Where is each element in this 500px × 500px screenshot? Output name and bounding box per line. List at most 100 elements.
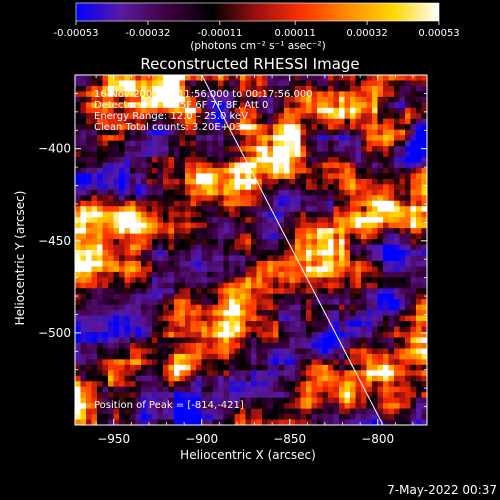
heatmap-cell	[405, 392, 411, 399]
heatmap-cell	[141, 228, 147, 235]
heatmap-cell	[179, 118, 186, 125]
heatmap-cell	[421, 342, 427, 349]
heatmap-cell	[80, 337, 87, 344]
heatmap-cell	[185, 332, 191, 338]
heatmap-cell	[328, 228, 334, 235]
heatmap-cell	[86, 353, 92, 360]
heatmap-cell	[383, 299, 389, 306]
heatmap-cell	[163, 386, 169, 393]
heatmap-cell	[113, 250, 120, 256]
heatmap-cell	[256, 381, 263, 388]
heatmap-cell	[267, 239, 274, 246]
heatmap-cell	[240, 381, 246, 388]
heatmap-cell	[163, 250, 169, 256]
heatmap-cell	[75, 414, 81, 421]
heatmap-cell	[377, 326, 384, 333]
heatmap-cell	[163, 359, 169, 366]
heatmap-cell	[207, 140, 213, 147]
heatmap-cell	[130, 162, 136, 169]
heatmap-cell	[388, 403, 395, 410]
heatmap-cell	[91, 75, 98, 81]
heatmap-cell	[273, 282, 279, 289]
heatmap-cell	[355, 255, 362, 262]
heatmap-cell	[113, 96, 120, 103]
heatmap-cell	[234, 206, 241, 213]
heatmap-cell	[306, 167, 312, 174]
heatmap-cell	[207, 408, 213, 415]
heatmap-cell	[278, 96, 285, 103]
heatmap-cell	[421, 162, 427, 169]
heatmap-cell	[355, 299, 362, 306]
heatmap-cell	[372, 359, 378, 366]
heatmap-cell	[262, 386, 268, 393]
heatmap-cell	[234, 266, 241, 273]
heatmap-cell	[383, 277, 389, 284]
heatmap-cell	[361, 326, 367, 333]
heatmap-cell	[377, 200, 384, 207]
heatmap-cell	[344, 321, 351, 328]
heatmap-cell	[97, 233, 103, 240]
heatmap-cell	[328, 222, 334, 229]
heatmap-cell	[240, 80, 246, 87]
heatmap-cell	[251, 189, 257, 196]
heatmap-cell	[168, 348, 175, 355]
footer-timestamp: 7-May-2022 00:37	[387, 483, 497, 497]
heatmap-cell	[361, 200, 367, 207]
heatmap-cell	[97, 200, 103, 207]
heatmap-cell	[251, 85, 257, 92]
heatmap-cell	[75, 195, 81, 202]
heatmap-cell	[108, 129, 114, 136]
heatmap-cell	[405, 414, 411, 421]
heatmap-cell	[157, 239, 164, 246]
heatmap-cell	[80, 271, 87, 278]
heatmap-cell	[75, 135, 81, 142]
heatmap-cell	[179, 102, 186, 109]
heatmap-cell	[322, 370, 329, 377]
heatmap-cell	[383, 375, 389, 382]
heatmap-cell	[311, 211, 318, 218]
heatmap-cell	[251, 310, 257, 317]
heatmap-cell	[190, 282, 197, 289]
heatmap-cell	[322, 321, 329, 328]
heatmap-cell	[124, 189, 131, 196]
heatmap-cell	[306, 359, 312, 366]
heatmap-cell	[157, 96, 164, 103]
heatmap-cell	[366, 233, 373, 240]
heatmap-cell	[394, 228, 400, 235]
heatmap-cell	[366, 75, 373, 81]
heatmap-cell	[421, 195, 427, 202]
heatmap-cell	[196, 151, 202, 158]
heatmap-cell	[273, 255, 279, 262]
heatmap-cell	[80, 129, 87, 136]
heatmap-cell	[102, 266, 109, 273]
heatmap-cell	[317, 140, 323, 147]
heatmap-cell	[75, 260, 81, 267]
heatmap-cell	[306, 364, 312, 371]
heatmap-cell	[405, 244, 411, 251]
heatmap-cell	[366, 250, 373, 256]
heatmap-cell	[168, 206, 175, 213]
heatmap-cell	[322, 140, 329, 147]
heatmap-cell	[322, 85, 329, 92]
heatmap-cell	[311, 239, 318, 246]
heatmap-cell	[141, 255, 147, 262]
heatmap-cell	[372, 167, 378, 174]
heatmap-cell	[157, 288, 164, 295]
heatmap-cell	[229, 304, 235, 311]
heatmap-cell	[284, 332, 290, 338]
heatmap-cell	[86, 337, 92, 344]
heatmap-cell	[306, 222, 312, 229]
heatmap-cell	[300, 157, 307, 163]
heatmap-cell	[179, 217, 186, 224]
heatmap-cell	[113, 135, 120, 142]
heatmap-cell	[190, 189, 197, 196]
heatmap-cell	[333, 91, 340, 98]
heatmap-cell	[256, 348, 263, 355]
colorbar-tick-label: -0.00053	[54, 28, 99, 39]
heatmap-cell	[322, 419, 329, 425]
heatmap-cell	[355, 184, 362, 191]
heatmap-cell	[251, 178, 257, 185]
heatmap-cell	[372, 195, 378, 202]
heatmap-cell	[311, 167, 318, 174]
heatmap-cell	[394, 304, 400, 311]
